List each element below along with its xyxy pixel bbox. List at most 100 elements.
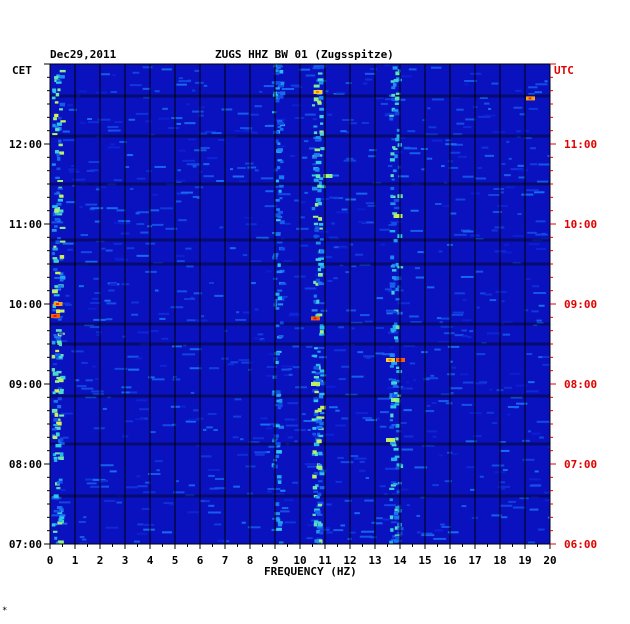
spectrogram-noise-speckle <box>287 367 293 370</box>
energy-band-speckle <box>278 541 284 544</box>
spectrogram-noise-speckle <box>349 531 356 534</box>
spectrogram-noise-speckle <box>359 460 365 463</box>
energy-band-speckle <box>54 113 59 118</box>
energy-band-speckle <box>391 538 395 542</box>
spectrogram-noise-speckle <box>312 118 318 121</box>
spectrogram-noise-speckle <box>107 125 119 128</box>
spectrogram-noise-speckle <box>107 146 120 149</box>
spectrogram-noise-speckle <box>488 107 492 110</box>
spectrogram-noise-speckle <box>68 108 77 111</box>
spectrogram-noise-speckle <box>371 521 376 524</box>
energy-band-speckle <box>389 396 394 399</box>
energy-band-speckle <box>277 159 283 162</box>
spectrogram-noise-speckle <box>391 481 397 484</box>
spectrogram-noise-speckle <box>125 166 130 169</box>
energy-band-speckle <box>53 494 59 498</box>
energy-band-speckle <box>392 310 397 314</box>
energy-band-speckle <box>57 285 63 288</box>
spectrogram-noise-speckle <box>294 116 305 119</box>
spectrogram-noise-speckle <box>426 157 433 160</box>
spectrogram-noise-speckle <box>364 499 374 502</box>
spectrogram-noise-speckle <box>250 260 262 263</box>
right-timezone-label: UTC <box>554 64 574 77</box>
spectrogram-noise-speckle <box>135 357 143 360</box>
spectrogram-noise-speckle <box>183 297 196 300</box>
spectrogram-noise-speckle <box>380 102 388 105</box>
spectrogram-noise-speckle <box>388 331 399 334</box>
spectrogram-noise-speckle <box>345 82 352 85</box>
spectrogram-noise-speckle <box>51 514 65 517</box>
energy-band-speckle <box>314 409 319 413</box>
energy-band-speckle <box>275 97 280 100</box>
spectrogram-noise-speckle <box>91 390 104 393</box>
spectrogram-noise-speckle <box>318 480 323 483</box>
spectrogram-noise-speckle <box>58 501 71 504</box>
spectrogram-noise-speckle <box>451 366 457 369</box>
energy-band-speckle <box>53 418 59 422</box>
energy-band-speckle <box>311 418 315 421</box>
spectrogram-noise-speckle <box>364 72 376 75</box>
spectrogram-noise-speckle <box>203 84 208 87</box>
spectrogram-noise-speckle <box>298 68 311 71</box>
spectrogram-noise-speckle <box>315 537 322 540</box>
energy-band-speckle <box>392 385 398 388</box>
spectrogram-noise-speckle <box>185 247 192 250</box>
spectrogram-noise-speckle <box>414 267 421 270</box>
energy-band-speckle <box>390 328 397 332</box>
spectrogram-noise-speckle <box>108 289 115 292</box>
energy-band-speckle <box>55 288 62 291</box>
spectrogram-noise-speckle <box>230 361 239 364</box>
energy-band-speckle <box>313 178 319 182</box>
spectrogram-noise-speckle <box>268 445 279 448</box>
energy-band-speckle <box>394 111 401 116</box>
spectrogram-noise-speckle <box>280 510 290 513</box>
energy-band-speckle <box>58 143 63 147</box>
spectrogram-noise-speckle <box>406 381 410 384</box>
energy-band-speckle <box>274 299 278 304</box>
spectrogram-noise-speckle <box>329 196 339 199</box>
energy-band-speckle <box>58 390 64 394</box>
energy-band-speckle <box>59 258 64 261</box>
spectrogram-noise-speckle <box>221 108 233 111</box>
spectrogram-noise-speckle <box>292 345 300 348</box>
spectrogram-noise-speckle <box>494 226 505 229</box>
energy-band-speckle <box>57 405 62 409</box>
energy-band-speckle <box>56 153 60 157</box>
spectrogram-noise-speckle <box>461 329 467 332</box>
spectrogram-noise-speckle <box>102 407 107 410</box>
spectrogram-noise-speckle <box>474 177 486 180</box>
spectrogram-noise-speckle <box>192 89 196 92</box>
energy-band-speckle <box>319 369 325 373</box>
energy-band-speckle <box>313 522 318 527</box>
spectrogram-noise-speckle <box>126 247 135 250</box>
spectrogram-noise-speckle <box>275 185 279 188</box>
spectrogram-noise-speckle <box>214 294 224 297</box>
energy-band-speckle <box>279 124 286 127</box>
spectrogram-noise-speckle <box>384 98 393 101</box>
spectrogram-noise-speckle <box>491 82 499 85</box>
spectrogram-noise-speckle <box>172 378 181 381</box>
energy-band-speckle <box>59 315 63 319</box>
energy-band-speckle <box>52 289 58 294</box>
energy-band-speckle <box>279 220 285 225</box>
spectrogram-noise-speckle <box>109 129 121 132</box>
energy-band-speckle <box>58 209 64 213</box>
spectrogram-noise-speckle <box>304 287 317 290</box>
spectrogram-noise-speckle <box>90 301 101 304</box>
spectrogram-noise-speckle <box>200 500 210 503</box>
spectrogram-noise-speckle <box>326 531 333 534</box>
energy-band-speckle <box>389 393 393 397</box>
energy-band-speckle <box>391 443 397 447</box>
spectrogram-noise-speckle <box>351 265 357 268</box>
spectrogram-noise-speckle <box>151 223 164 226</box>
spectrogram-noise-speckle <box>375 522 383 525</box>
spectrogram-noise-speckle <box>290 84 300 87</box>
energy-band-speckle <box>319 177 324 181</box>
spectrogram-noise-speckle <box>57 522 68 525</box>
spectrogram-noise-speckle <box>341 365 350 368</box>
spectrogram-noise-speckle <box>355 253 363 256</box>
energy-band-speckle <box>273 434 279 438</box>
spectrogram-noise-speckle <box>134 418 145 421</box>
spectrogram-noise-speckle <box>272 517 280 520</box>
spectrogram-noise-speckle <box>207 412 217 415</box>
